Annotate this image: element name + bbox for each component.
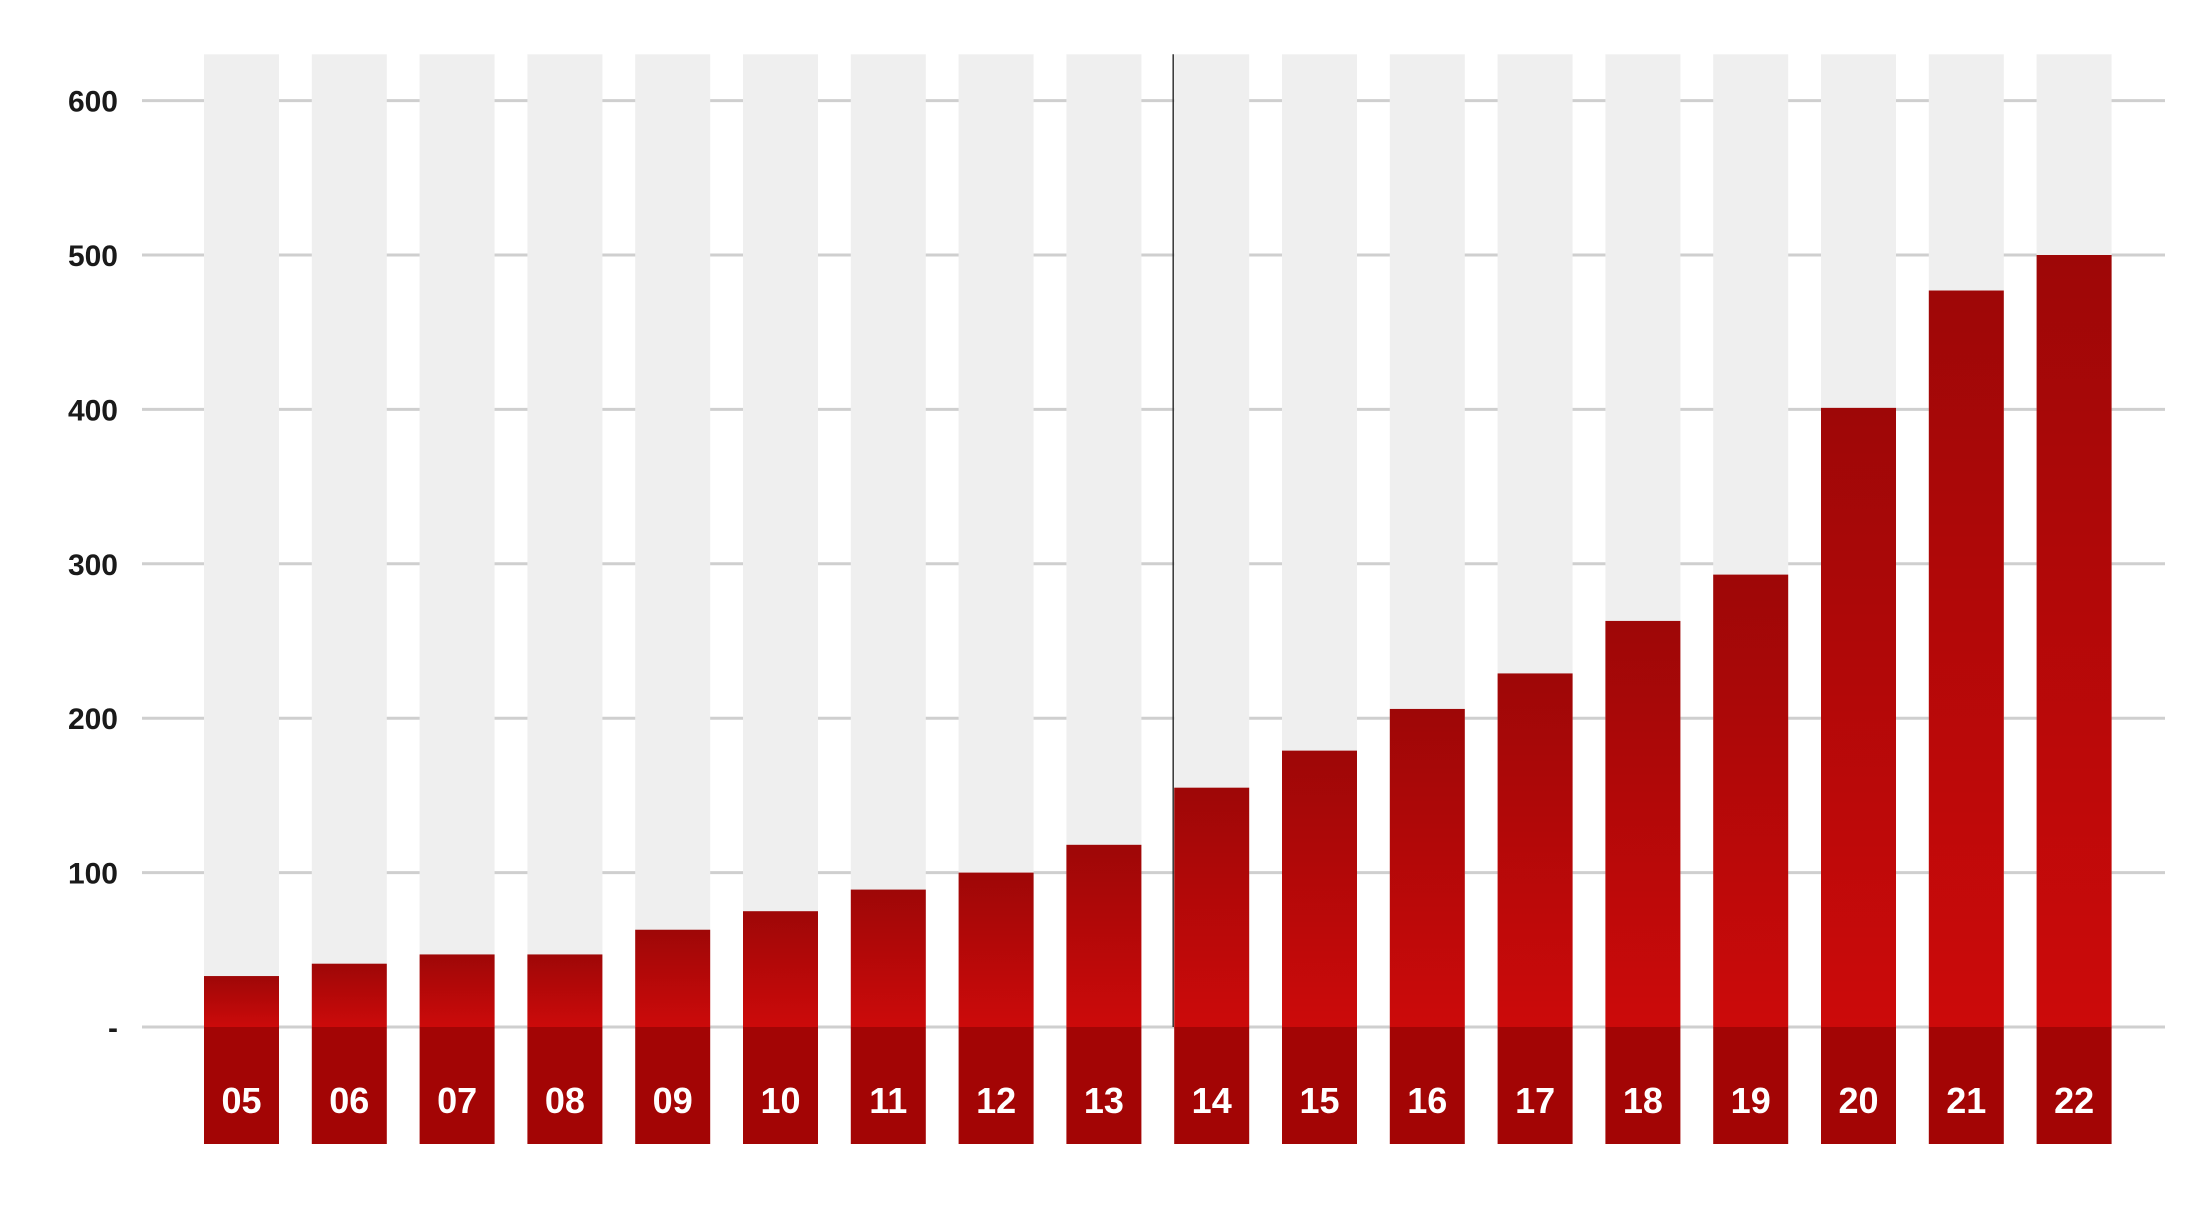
bar-13 [1066,844,1142,1027]
x-tick-label: 05 [221,1080,261,1121]
y-tick-label: 200 [68,703,118,736]
y-tick-label: - [108,1012,118,1045]
bar-20 [1821,407,1896,1028]
bar-22 [2036,255,2112,1027]
background-bar-06 [311,54,387,1027]
x-tick-label: 19 [1731,1080,1771,1121]
label-band-06 [311,1027,387,1144]
bar-18 [1605,620,1681,1027]
category-label-band [204,1027,2112,1144]
x-tick-label: 17 [1515,1080,1555,1121]
x-tick-label: 15 [1299,1080,1339,1121]
label-band-12 [958,1027,1034,1144]
bar-10 [743,911,818,1027]
bar-19 [1713,574,1789,1027]
y-tick-label: 100 [68,858,118,891]
bar-14 [1174,787,1250,1027]
x-tick-label: 18 [1623,1080,1663,1121]
bar-06 [311,963,387,1027]
x-tick-label: 20 [1838,1080,1878,1121]
bar-17 [1497,673,1573,1027]
x-tick-label: 12 [976,1080,1016,1121]
label-band-13 [1066,1027,1142,1144]
label-band-16 [1389,1027,1465,1144]
bar-11 [850,889,926,1027]
bar-07 [419,954,495,1027]
background-bar-09 [635,54,711,1027]
x-tick-label: 08 [545,1080,585,1121]
x-tick-label: 09 [653,1080,693,1121]
bar-15 [1282,750,1357,1027]
x-tick-label: 16 [1407,1080,1447,1121]
x-tick-label: 14 [1192,1080,1232,1121]
x-tick-label: 07 [437,1080,477,1121]
y-axis-tick-labels: - 100 200 300 400 500 600 [68,86,118,1045]
label-band-07 [419,1027,495,1144]
x-tick-label: 22 [2054,1080,2094,1121]
label-band-15 [1282,1027,1357,1144]
bar-12 [958,872,1034,1027]
bar-08 [527,954,603,1027]
background-bar-11 [850,54,926,1027]
background-bar-07 [419,54,495,1027]
background-bar-05 [204,54,279,1027]
x-tick-label: 06 [329,1080,369,1121]
label-band-14 [1174,1027,1250,1144]
label-band-19 [1713,1027,1789,1144]
y-tick-label: 600 [68,86,118,119]
label-band-17 [1497,1027,1573,1144]
bar-09 [635,929,711,1027]
label-band-22 [2036,1027,2112,1144]
label-band-20 [1821,1027,1896,1144]
label-band-08 [527,1027,603,1144]
background-bar-08 [527,54,603,1027]
x-tick-label: 11 [869,1080,907,1121]
label-band-18 [1605,1027,1681,1144]
y-tick-label: 400 [68,394,118,427]
bar-16 [1389,708,1465,1027]
label-band-05 [204,1027,279,1144]
x-axis-tick-labels: 05 06 07 08 09 10 11 12 13 14 15 16 17 18 19 20 21 22 [221,1080,2094,1121]
y-tick-label: 300 [68,549,118,582]
x-tick-label: 21 [1946,1080,1986,1121]
x-tick-label: 10 [760,1080,800,1121]
background-bar-12 [958,54,1034,1027]
label-band-10 [743,1027,818,1144]
x-tick-label: 13 [1084,1080,1124,1121]
bar-21 [1928,290,2004,1028]
label-band-11 [850,1027,926,1144]
y-tick-label: 500 [68,240,118,273]
label-band-09 [635,1027,711,1144]
data-bars [204,255,2112,1028]
label-band-21 [1928,1027,2004,1144]
background-bar-10 [743,54,818,1027]
bar-05 [204,976,279,1027]
